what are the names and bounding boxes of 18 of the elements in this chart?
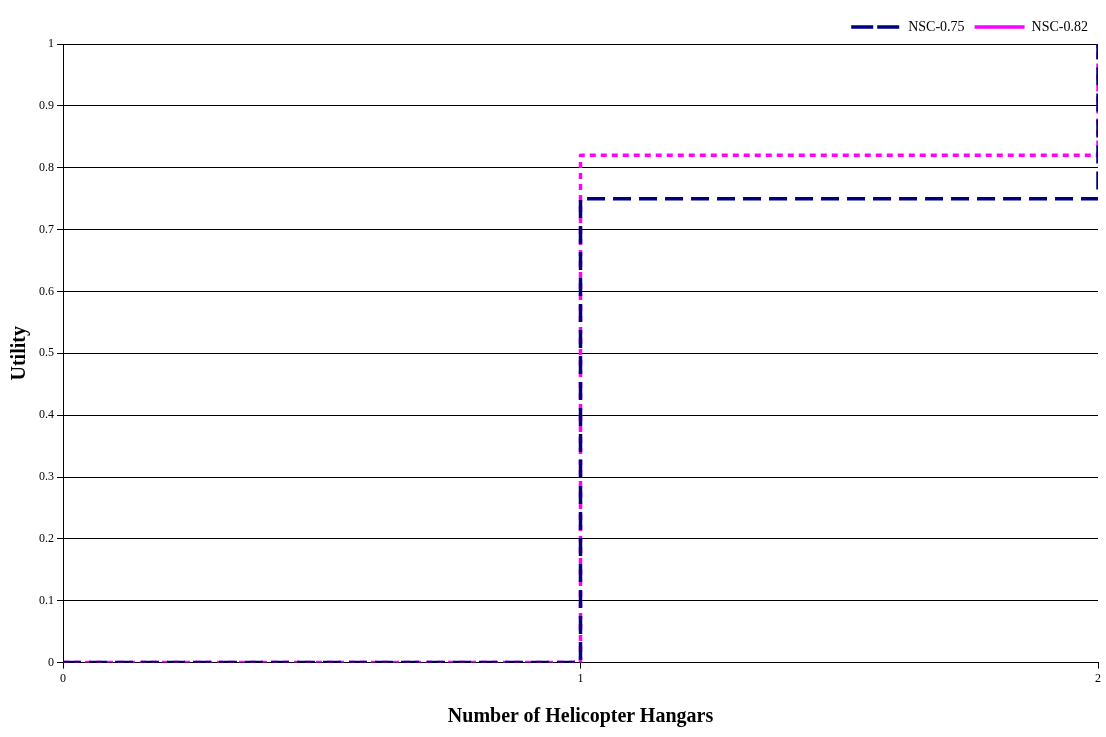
y-tick-label: 0.8: [39, 159, 54, 174]
y-tick-label: 0.1: [39, 592, 54, 607]
x-tick-label: 1: [577, 670, 584, 685]
y-tick-label: 1: [48, 36, 54, 51]
y-tick-label: 0.9: [39, 98, 54, 113]
y-tick-label: 0.3: [39, 469, 54, 484]
y-tick-label: 0.2: [39, 531, 54, 546]
y-tick-label: 0.4: [39, 407, 54, 422]
legend-label: NSC-0.75: [908, 18, 965, 34]
y-tick-label: 0.5: [39, 345, 54, 360]
y-axis-title: Utility: [7, 326, 31, 381]
x-axis-title: Number of Helicopter Hangars: [447, 704, 714, 728]
x-tick-label: 2: [1095, 670, 1101, 685]
y-tick-label: 0: [48, 654, 54, 669]
y-tick-label: 0.6: [39, 283, 54, 298]
y-tick-label: 0.7: [39, 221, 54, 236]
legend-label: NSC-0.82: [1031, 18, 1089, 34]
x-tick-label: 0: [60, 670, 66, 685]
